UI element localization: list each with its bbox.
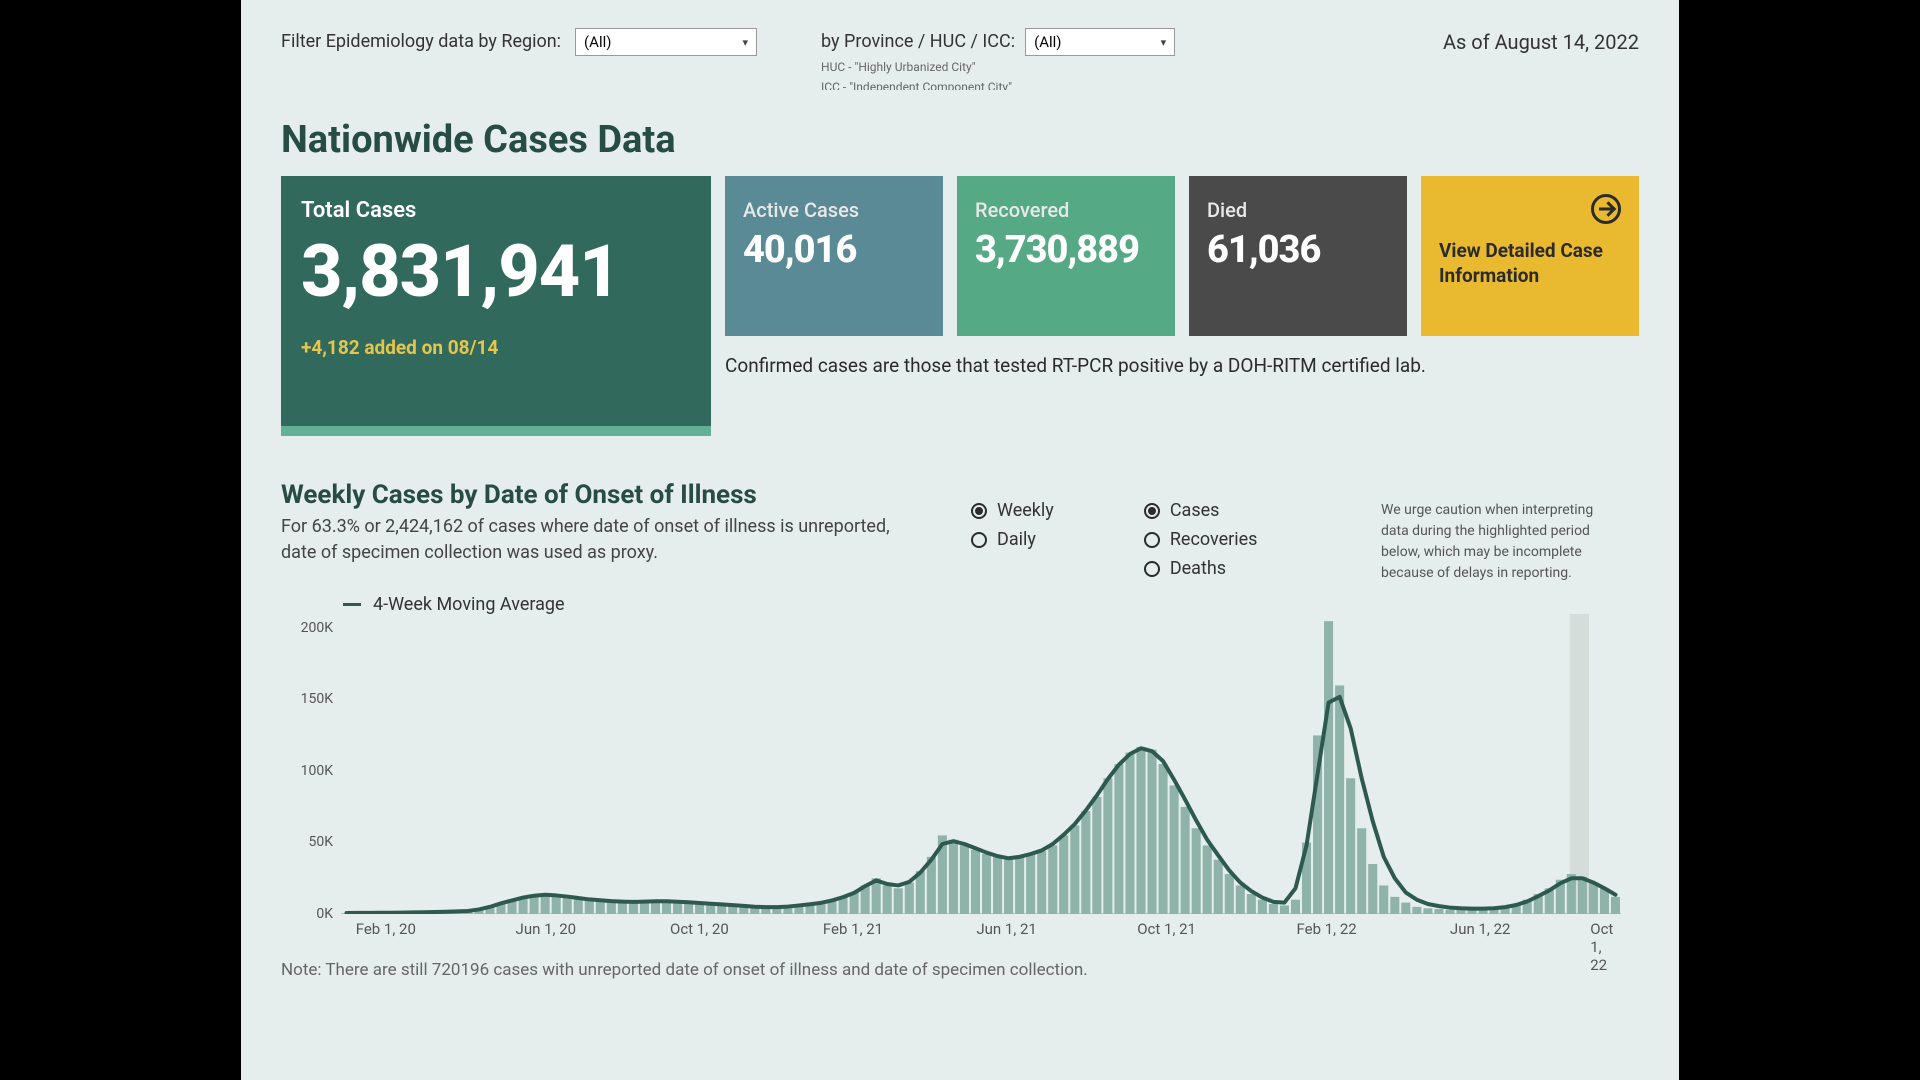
- x-tick-label: Jun 1, 20: [516, 920, 577, 938]
- x-tick-label: Feb 1, 21: [823, 920, 883, 938]
- icc-footnote: ICC - "Independent Component City": [821, 80, 1175, 90]
- total-cases-added: +4,182 added on 08/14: [301, 336, 691, 359]
- y-tick-label: 150K: [301, 691, 333, 707]
- recovered-label: Recovered: [975, 198, 1157, 222]
- dashboard-panel: Filter Epidemiology data by Region: (All…: [241, 0, 1679, 1080]
- bottom-note: Note: There are still 720196 cases with …: [281, 960, 1639, 980]
- confirmed-definition-note: Confirmed cases are those that tested RT…: [725, 354, 1639, 377]
- died-label: Died: [1207, 198, 1389, 222]
- chart-controls: Weekly Daily Cases Recoveries Deaths: [971, 500, 1257, 579]
- view-detail-button[interactable]: View Detailed Case Information: [1421, 176, 1639, 336]
- as-of-date: As of August 14, 2022: [1443, 28, 1639, 56]
- y-tick-label: 100K: [301, 763, 333, 779]
- radio-label: Cases: [1170, 500, 1220, 521]
- y-tick-label: 0K: [316, 906, 333, 922]
- freq-radio-weekly[interactable]: Weekly: [971, 500, 1054, 521]
- chart-y-axis: 0K50K100K150K200K: [281, 614, 337, 914]
- radio-icon: [971, 532, 987, 548]
- province-dropdown[interactable]: (All): [1025, 28, 1175, 56]
- metric-radio-recoveries[interactable]: Recoveries: [1144, 529, 1258, 550]
- arrow-right-circle-icon: [1591, 194, 1621, 224]
- x-tick-label: Jun 1, 21: [976, 920, 1037, 938]
- total-cases-card: Total Cases 3,831,941 +4,182 added on 08…: [281, 176, 711, 436]
- region-dropdown-value: (All): [584, 33, 611, 51]
- province-dropdown-value: (All): [1034, 33, 1061, 51]
- legend-label: 4-Week Moving Average: [373, 594, 565, 615]
- metric-radio-cases[interactable]: Cases: [1144, 500, 1258, 521]
- radio-label: Weekly: [997, 500, 1054, 521]
- y-tick-label: 50K: [308, 834, 333, 850]
- chart-legend: 4-Week Moving Average: [343, 594, 565, 615]
- total-card-accent: [281, 426, 711, 436]
- total-cases-label: Total Cases: [301, 198, 691, 223]
- x-tick-label: Feb 1, 22: [1296, 920, 1356, 938]
- active-cases-label: Active Cases: [743, 198, 925, 222]
- page-title: Nationwide Cases Data: [281, 118, 1639, 162]
- radio-icon: [971, 503, 987, 519]
- metric-radio-deaths[interactable]: Deaths: [1144, 558, 1258, 579]
- view-detail-text: View Detailed Case Information: [1439, 238, 1621, 289]
- died-value: 61,036: [1207, 228, 1389, 272]
- legend-line-icon: [343, 603, 361, 606]
- x-tick-label: Feb 1, 20: [356, 920, 416, 938]
- caution-note: We urge caution when interpreting data d…: [1381, 500, 1611, 584]
- recovered-value: 3,730,889: [975, 228, 1157, 272]
- radio-icon: [1144, 561, 1160, 577]
- active-cases-card: Active Cases 40,016: [725, 176, 943, 336]
- metric-radio-group: Cases Recoveries Deaths: [1144, 500, 1258, 579]
- radio-label: Daily: [997, 529, 1036, 550]
- region-filter-label: Filter Epidemiology data by Region:: [281, 28, 561, 56]
- active-cases-value: 40,016: [743, 228, 925, 272]
- radio-icon: [1144, 532, 1160, 548]
- huc-footnote: HUC - "Highly Urbanized City": [821, 60, 1175, 76]
- died-card: Died 61,036: [1189, 176, 1407, 336]
- province-filter-group: by Province / HUC / ICC: (All) HUC - "Hi…: [821, 28, 1175, 90]
- frequency-radio-group: Weekly Daily: [971, 500, 1054, 579]
- x-tick-label: Oct 1, 20: [670, 920, 729, 938]
- chart-plot-area: [341, 614, 1621, 914]
- radio-icon: [1144, 503, 1160, 519]
- y-tick-label: 200K: [301, 620, 333, 636]
- weekly-cases-chart: 4-Week Moving Average 0K50K100K150K200K …: [281, 594, 1639, 954]
- summary-cards-row: Total Cases 3,831,941 +4,182 added on 08…: [281, 176, 1639, 436]
- x-tick-label: Oct 1, 21: [1137, 920, 1196, 938]
- radio-label: Recoveries: [1170, 529, 1258, 550]
- province-filter-label: by Province / HUC / ICC:: [821, 28, 1015, 56]
- region-dropdown[interactable]: (All): [575, 28, 757, 56]
- recovered-card: Recovered 3,730,889: [957, 176, 1175, 336]
- total-cases-value: 3,831,941: [301, 229, 691, 314]
- freq-radio-daily[interactable]: Daily: [971, 529, 1054, 550]
- filter-row: Filter Epidemiology data by Region: (All…: [281, 28, 1639, 90]
- x-tick-label: Jun 1, 22: [1450, 920, 1511, 938]
- chart-section-desc: For 63.3% or 2,424,162 of cases where da…: [281, 514, 921, 566]
- radio-label: Deaths: [1170, 558, 1226, 579]
- x-tick-label: Oct 1, 22: [1590, 920, 1613, 974]
